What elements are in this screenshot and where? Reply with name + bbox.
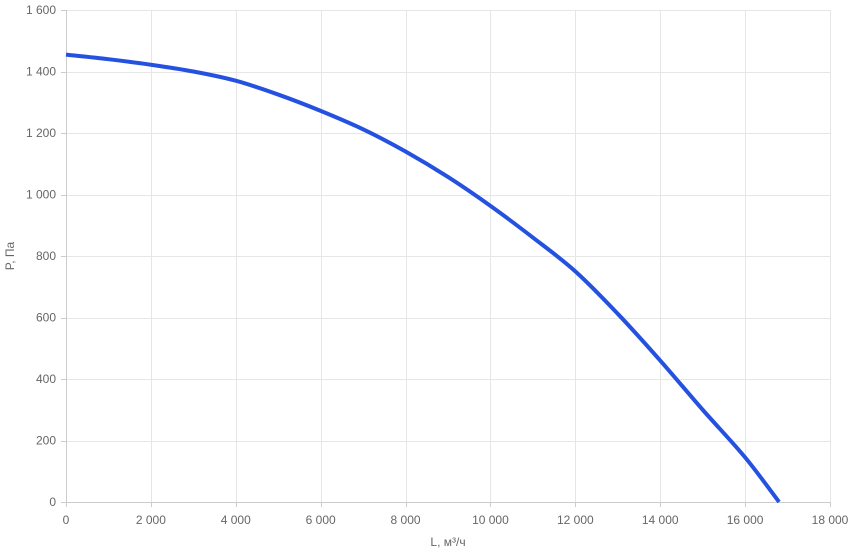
y-tick-label: 1 200 [26,126,56,140]
y-tick-label: 0 [49,495,56,509]
x-tick-label: 6 000 [306,513,336,527]
grid [66,10,831,502]
y-axis-title: P, Па [3,241,17,270]
x-tick-label: 8 000 [391,513,421,527]
y-tick-label: 400 [36,372,56,386]
series-line-0 [65,52,781,504]
x-tick-label: 16 000 [727,513,764,527]
x-tick-label: 12 000 [557,513,594,527]
y-tick-label: 1 000 [26,188,56,202]
y-tick-label: 1 400 [26,65,56,79]
series-layer [65,52,781,504]
x-tick-label: 2 000 [136,513,166,527]
x-tick-label: 14 000 [642,513,679,527]
y-tick-label: 800 [36,249,56,263]
y-tick-label: 600 [36,311,56,325]
y-tick-label: 200 [36,434,56,448]
axes [61,10,831,507]
x-tick-label: 10 000 [472,513,509,527]
x-tick-label: 18 000 [812,513,849,527]
tick-labels: 0 2 000 4 000 6 000 8 000 10 000 12 000 14 000 1… [26,3,849,527]
x-tick-label: 0 [63,513,70,527]
x-axis-title: L, м³/ч [430,535,465,549]
y-tick-label: 1 600 [26,3,56,17]
x-tick-label: 4 000 [221,513,251,527]
